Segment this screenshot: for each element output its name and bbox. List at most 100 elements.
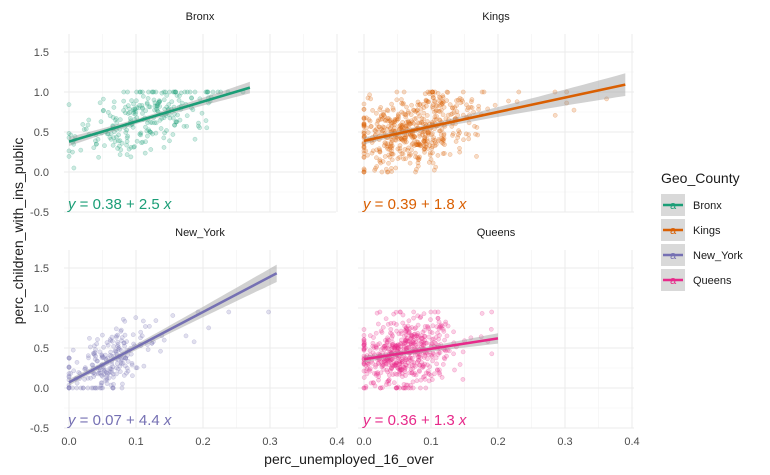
- y-tick-label: 1.0: [34, 303, 49, 315]
- data-point: [140, 105, 145, 111]
- data-point: [402, 385, 408, 391]
- data-point: [416, 337, 422, 343]
- data-point: [92, 352, 97, 358]
- equation-y: y: [362, 412, 372, 429]
- data-point: [440, 93, 446, 99]
- data-point: [110, 385, 116, 391]
- data-point: [173, 89, 179, 95]
- data-point: [184, 113, 190, 119]
- data-point: [154, 106, 159, 112]
- data-point: [392, 119, 398, 124]
- data-point: [367, 333, 373, 338]
- data-point: [438, 95, 443, 101]
- data-point: [403, 362, 409, 368]
- data-point: [413, 363, 418, 369]
- data-point: [129, 98, 134, 103]
- data-point: [430, 104, 435, 110]
- data-point: [123, 356, 129, 361]
- data-point: [438, 100, 444, 105]
- data-point: [425, 132, 431, 137]
- data-point: [176, 97, 182, 103]
- data-point: [564, 89, 570, 95]
- facet-strip-label: Bronx: [186, 11, 215, 23]
- data-point: [444, 98, 450, 103]
- data-point: [203, 118, 209, 123]
- data-point: [403, 325, 409, 331]
- data-point: [149, 340, 155, 346]
- data-point: [125, 111, 131, 116]
- regression-equation: y = 0.38 + 2.5 x: [67, 196, 172, 213]
- data-point: [373, 371, 379, 376]
- data-point: [134, 115, 140, 121]
- data-point: [151, 89, 157, 95]
- data-point: [417, 133, 422, 139]
- y-tick-label: 0.0: [34, 383, 49, 395]
- data-point: [393, 361, 399, 367]
- data-point: [437, 117, 443, 123]
- data-point: [433, 108, 439, 114]
- data-point: [393, 362, 398, 368]
- data-point: [403, 345, 409, 351]
- data-point: [153, 120, 159, 126]
- data-point: [388, 320, 394, 326]
- data-point: [157, 99, 162, 105]
- data-point: [117, 363, 123, 369]
- data-point: [161, 97, 167, 103]
- data-point: [438, 322, 444, 328]
- data-point: [412, 352, 418, 358]
- data-point: [430, 336, 436, 342]
- data-point: [164, 128, 169, 133]
- data-point: [387, 368, 393, 374]
- data-point: [117, 143, 122, 149]
- data-point: [403, 114, 409, 120]
- data-point: [424, 141, 430, 147]
- data-point: [425, 130, 431, 136]
- data-point: [161, 115, 167, 121]
- data-point: [161, 337, 167, 343]
- data-point: [385, 108, 391, 114]
- data-point: [492, 102, 498, 108]
- data-point: [457, 95, 463, 101]
- data-point: [137, 103, 142, 108]
- data-point: [386, 358, 392, 364]
- data-point: [369, 150, 375, 156]
- data-point: [375, 342, 380, 348]
- data-point: [147, 129, 153, 135]
- data-point: [448, 112, 454, 117]
- data-point: [361, 360, 367, 366]
- data-point: [432, 109, 437, 115]
- data-point: [436, 326, 442, 332]
- data-point: [98, 119, 104, 125]
- data-point: [440, 362, 446, 367]
- data-point: [392, 345, 397, 351]
- data-point: [197, 125, 202, 131]
- data-point: [406, 363, 412, 369]
- data-point: [476, 107, 481, 112]
- data-point: [373, 364, 378, 370]
- data-point: [189, 95, 194, 101]
- data-point: [80, 122, 86, 127]
- data-point: [137, 89, 143, 95]
- data-point: [402, 135, 408, 141]
- data-point: [99, 353, 105, 359]
- data-point: [392, 345, 398, 351]
- data-point: [129, 362, 135, 368]
- data-point: [428, 341, 434, 347]
- data-point: [384, 340, 390, 345]
- data-point: [108, 338, 114, 344]
- data-point: [218, 89, 224, 95]
- data-point: [391, 361, 397, 367]
- data-point: [389, 366, 394, 372]
- data-point: [361, 133, 367, 139]
- data-point: [374, 372, 379, 378]
- data-point: [604, 96, 609, 102]
- data-point: [408, 121, 414, 127]
- data-point: [361, 368, 367, 374]
- data-point: [110, 364, 116, 370]
- data-point: [380, 363, 385, 369]
- data-point: [442, 321, 448, 327]
- data-point: [95, 136, 101, 142]
- data-point: [454, 103, 459, 108]
- data-point: [415, 160, 421, 166]
- data-point: [419, 339, 425, 345]
